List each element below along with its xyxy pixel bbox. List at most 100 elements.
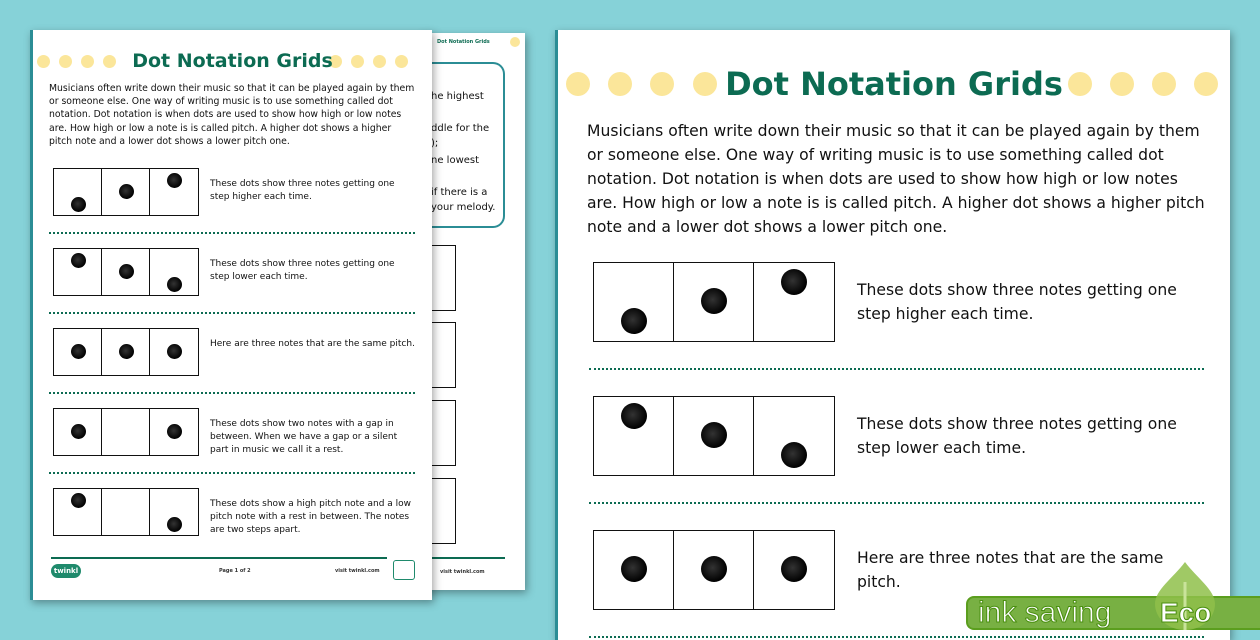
leaf-icon xyxy=(1155,562,1215,630)
note-dot-mid xyxy=(70,344,86,360)
grid-cell xyxy=(674,397,754,475)
title-dot xyxy=(103,55,116,68)
note-dot-mid xyxy=(701,421,727,448)
back-fragment: ddle for the xyxy=(431,123,490,134)
grid-cell xyxy=(754,263,834,341)
grid-description: These dots show three notes getting one … xyxy=(210,259,395,282)
page-number: Page 1 of 2 xyxy=(219,568,251,574)
intro-paragraph: Musicians often write down their music s… xyxy=(587,122,1205,236)
title-dot xyxy=(566,72,590,96)
dotted-divider xyxy=(49,232,415,234)
grid-cell xyxy=(674,263,754,341)
note-dot-mid xyxy=(166,344,182,360)
eco-label: Eco xyxy=(1159,597,1212,629)
dot-grid xyxy=(53,248,199,296)
grid-cell xyxy=(150,409,198,455)
back-info-box: he highest ddle for the ); ne lowest if … xyxy=(420,62,505,228)
note-dot-mid xyxy=(166,424,182,440)
twinkl-logo: twinkl xyxy=(51,564,81,578)
back-footer-site: visit twinkl.com xyxy=(440,569,485,575)
dot-grid xyxy=(593,396,835,476)
grid-cell xyxy=(674,531,754,609)
back-grid xyxy=(420,322,456,388)
dotted-divider xyxy=(49,392,415,394)
grid-cell xyxy=(102,409,150,455)
note-dot-mid xyxy=(781,555,807,582)
title-dot xyxy=(37,55,50,68)
title-dot xyxy=(1194,72,1218,96)
grid-cell xyxy=(754,531,834,609)
title-dot xyxy=(1110,72,1134,96)
title-dot xyxy=(650,72,674,96)
grid-description: These dots show three notes getting one … xyxy=(857,415,1177,457)
back-fragment: ne lowest xyxy=(431,155,480,166)
intro-paragraph: Musicians often write down their music s… xyxy=(49,83,415,147)
grid-cell xyxy=(594,531,674,609)
grid-description: Here are three notes that are the same p… xyxy=(857,549,1164,591)
page-title: Dot Notation Grids xyxy=(725,65,1063,103)
note-dot-low xyxy=(781,442,807,469)
note-dot-mid xyxy=(701,555,727,582)
grid-cell xyxy=(150,489,198,535)
grid-cell xyxy=(102,489,150,535)
grid-description: These dots show two notes with a gap in … xyxy=(210,419,398,455)
grid-description: These dots show three notes getting one … xyxy=(857,281,1177,323)
grid-cell xyxy=(150,169,198,215)
back-grid xyxy=(420,478,456,544)
grid-cell xyxy=(102,329,150,375)
quality-badge-icon xyxy=(393,560,415,580)
title-dot xyxy=(693,72,717,96)
grid-cell xyxy=(594,397,674,475)
back-grid xyxy=(420,400,456,466)
grid-cell xyxy=(150,329,198,375)
dotted-divider xyxy=(589,636,1204,638)
worksheet-page-large: Dot Notation Grids Musicians often write … xyxy=(555,30,1230,640)
title-dot xyxy=(351,55,364,68)
note-dot-mid xyxy=(118,264,134,280)
grid-cell xyxy=(54,249,102,295)
grid-cell xyxy=(54,409,102,455)
footer-site: visit twinkl.com xyxy=(335,568,380,574)
back-page-title: Dot Notation Grids xyxy=(437,39,490,45)
title-dot xyxy=(510,37,520,47)
footer-divider xyxy=(420,557,505,559)
note-dot-high xyxy=(781,269,807,296)
dot-grid xyxy=(53,168,199,216)
grid-cell xyxy=(102,169,150,215)
title-dot xyxy=(395,55,408,68)
grid-cell xyxy=(54,329,102,375)
back-fragment: if there is a xyxy=(431,187,488,198)
grid-cell xyxy=(594,263,674,341)
title-dot xyxy=(81,55,94,68)
back-fragment: ); xyxy=(431,138,439,149)
grid-cell xyxy=(150,249,198,295)
note-dot-mid xyxy=(701,287,727,314)
grid-description: Here are three notes that are the same p… xyxy=(210,339,415,349)
dotted-divider xyxy=(589,502,1204,504)
back-fragment: your melody. xyxy=(431,202,496,213)
dot-grid xyxy=(53,328,199,376)
note-dot-low xyxy=(166,276,182,292)
note-dot-high xyxy=(166,173,182,189)
back-fragment: he highest xyxy=(431,91,484,102)
dotted-divider xyxy=(49,312,415,314)
note-dot-high xyxy=(621,403,647,430)
note-dot-low xyxy=(70,196,86,212)
note-dot-low xyxy=(621,308,647,335)
note-dot-high xyxy=(70,253,86,269)
note-dot-mid xyxy=(70,424,86,440)
grid-cell xyxy=(54,169,102,215)
title-dot xyxy=(1152,72,1176,96)
eco-badge-text: ink saving xyxy=(977,596,1112,629)
note-dot-high xyxy=(70,493,86,509)
title-dot xyxy=(329,55,342,68)
dot-grid xyxy=(593,530,835,610)
note-dot-mid xyxy=(118,184,134,200)
grid-description: These dots show a high pitch note and a … xyxy=(210,499,412,535)
dot-grid xyxy=(53,488,199,536)
note-dot-low xyxy=(166,516,182,532)
grid-cell xyxy=(102,249,150,295)
dotted-divider xyxy=(49,472,415,474)
dotted-divider xyxy=(589,368,1204,370)
footer-divider xyxy=(51,557,387,559)
